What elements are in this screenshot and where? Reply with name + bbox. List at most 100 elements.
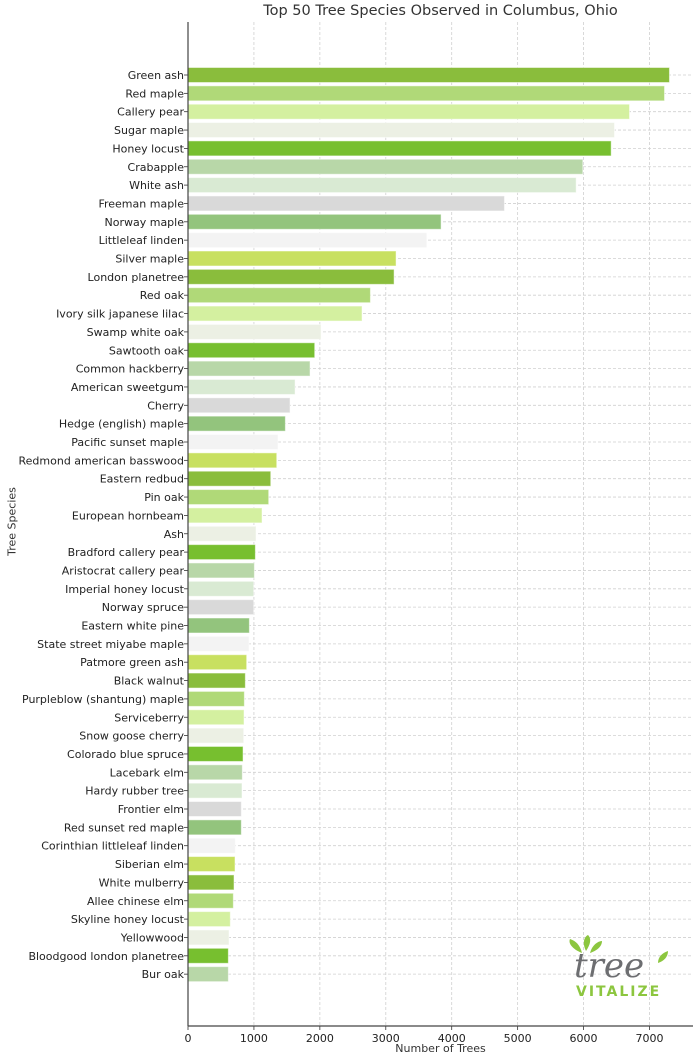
y-tick-label: Sugar maple (114, 124, 184, 137)
bar (187, 287, 371, 304)
y-tick-label: London planetree (88, 271, 185, 284)
x-tick-label: 5000 (504, 1032, 532, 1045)
bar (187, 544, 256, 561)
bar (187, 489, 270, 506)
y-tick-label: Ash (164, 528, 184, 541)
svg-text:tree: tree (574, 946, 644, 986)
x-tick-label: 0 (185, 1032, 192, 1045)
bar (187, 856, 236, 873)
bar (187, 415, 286, 432)
y-tick-label: State street miyabe maple (37, 638, 184, 651)
y-tick-label: Silver maple (115, 253, 184, 266)
y-tick-label: Frontier elm (118, 803, 184, 816)
y-tick-label: Red oak (140, 289, 185, 302)
bar (187, 562, 255, 579)
bar (187, 158, 584, 175)
bar (187, 837, 236, 854)
bar (187, 599, 255, 616)
x-tick-label: 7000 (635, 1032, 663, 1045)
y-tick-label: Allee chinese elm (87, 895, 184, 908)
bar (187, 470, 272, 487)
y-tick-label: Black walnut (114, 675, 185, 688)
y-tick-label: Red sunset red maple (64, 821, 184, 834)
bar (187, 966, 229, 983)
y-tick-label: Pin oak (144, 491, 184, 504)
bar (187, 213, 442, 230)
bar (187, 67, 670, 83)
bar (187, 177, 577, 194)
y-tick-label: Hardy rubber tree (85, 785, 184, 798)
bar (187, 929, 230, 946)
leaf-icon: tree VITALIZE (569, 935, 668, 1000)
bar (187, 232, 428, 249)
tree-vitalize-logo: tree VITALIZE (562, 935, 682, 1000)
bar (187, 250, 397, 267)
y-tick-label: Skyline honey locust (71, 913, 185, 926)
x-tick-label: 3000 (372, 1032, 400, 1045)
bar (187, 85, 666, 102)
chart-title: Top 50 Tree Species Observed in Columbus… (263, 3, 618, 19)
y-tick-label: Sawtooth oak (109, 344, 185, 357)
y-tick-label: Callery pear (117, 106, 184, 119)
bar (187, 654, 248, 671)
bar (187, 525, 257, 542)
y-tick-label: Freeman maple (98, 197, 184, 210)
y-tick-label: Eastern redbud (100, 473, 184, 486)
bar (187, 764, 243, 781)
y-tick-label: Swamp white oak (87, 326, 185, 339)
y-tick-label: Bur oak (142, 968, 185, 981)
bar (187, 305, 363, 322)
bar (187, 819, 242, 836)
bar (187, 709, 245, 726)
bar (187, 892, 234, 909)
bar (187, 727, 245, 744)
bar (187, 268, 395, 285)
bar (187, 617, 250, 634)
y-tick-label: Siberian elm (115, 858, 184, 871)
x-tick-label: 6000 (570, 1032, 598, 1045)
bar (187, 378, 296, 395)
bar (187, 103, 631, 120)
bar (187, 690, 245, 707)
bar (187, 434, 279, 450)
y-tick-label: Redmond american basswood (19, 454, 184, 467)
y-tick-label: Crabapple (128, 161, 185, 174)
y-tick-label: Aristocrat callery pear (62, 564, 185, 577)
y-tick-label: Littleleaf linden (99, 234, 184, 247)
y-tick-label: Bradford callery pear (68, 546, 185, 559)
y-tick-label: Corinthian littleleaf linden (41, 840, 184, 853)
bar (187, 782, 243, 799)
y-tick-label: White mulberry (99, 876, 185, 889)
bar (187, 397, 291, 414)
bar (187, 580, 255, 597)
y-tick-label: European hornbeam (72, 509, 184, 522)
y-tick-label: Hedge (english) maple (59, 418, 184, 431)
y-tick-label: American sweetgum (71, 381, 184, 394)
y-tick-label: Common hackberry (76, 363, 185, 376)
bar (187, 122, 615, 139)
bar (187, 507, 263, 524)
y-tick-label: Ivory silk japanese lilac (56, 308, 184, 321)
bar (187, 745, 244, 762)
y-tick-label: Patmore green ash (80, 656, 184, 669)
x-tick-label: 4000 (438, 1032, 466, 1045)
y-tick-label: Red maple (125, 87, 184, 100)
y-tick-label: Bloodgood london planetree (28, 950, 184, 963)
bar (187, 911, 231, 928)
y-tick-label: Yellowwood (120, 931, 184, 944)
y-tick-label: White ash (129, 179, 184, 192)
bar (187, 323, 322, 340)
bar (187, 874, 235, 891)
bar (187, 452, 278, 469)
y-tick-label: Cherry (147, 399, 184, 412)
y-tick-label: Green ash (128, 69, 184, 82)
y-tick-label: Serviceberry (114, 711, 184, 724)
y-tick-label: Honey locust (112, 142, 184, 155)
y-tick-label: Colorado blue spruce (67, 748, 184, 761)
y-tick-label: Snow goose cherry (79, 730, 184, 743)
bar (187, 342, 316, 359)
y-tick-label: Pacific sunset maple (71, 436, 184, 449)
bar (187, 672, 246, 689)
bar (187, 801, 242, 817)
